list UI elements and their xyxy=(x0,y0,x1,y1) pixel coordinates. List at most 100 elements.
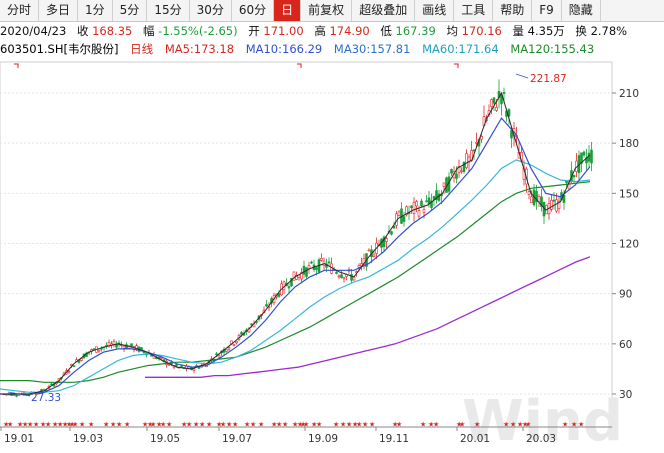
candle-body xyxy=(320,258,323,261)
candle-body xyxy=(475,142,478,144)
signal-star: ★ xyxy=(160,421,166,429)
min-price-label: 27.33 xyxy=(31,392,61,404)
candle-body xyxy=(535,190,538,203)
candle-body xyxy=(422,209,426,213)
signal-star: ★ xyxy=(333,421,339,429)
toolbar-button-1[interactable]: 多日 xyxy=(39,0,79,21)
toolbar-button-10[interactable]: 画线 xyxy=(415,0,455,21)
candle-body xyxy=(140,347,143,350)
ma60-line xyxy=(0,181,591,383)
ma60-label: MA60:171.64 xyxy=(422,42,499,56)
candle-body xyxy=(352,276,356,281)
x-tick-label: 19.09 xyxy=(308,433,338,445)
quote-date: 2020/04/23 xyxy=(0,24,67,38)
candle-body xyxy=(367,249,371,252)
x-tick-label: 19.01 xyxy=(4,433,34,445)
candle-body xyxy=(15,394,18,397)
turnover: 换 2.78% xyxy=(575,24,628,38)
signal-star: ★ xyxy=(392,421,398,429)
y-tick-label: 60 xyxy=(619,339,632,351)
candle-body xyxy=(552,199,556,202)
signal-star: ★ xyxy=(276,421,282,429)
signal-star: ★ xyxy=(316,421,322,429)
signal-star: ★ xyxy=(362,421,368,429)
candle-body xyxy=(382,236,386,248)
signal-star: ★ xyxy=(156,421,162,429)
signal-star: ★ xyxy=(186,421,192,429)
top-marker xyxy=(297,63,302,68)
toolbar-button-13[interactable]: F9 xyxy=(532,0,562,21)
top-marker xyxy=(454,63,459,68)
toolbar-button-11[interactable]: 工具 xyxy=(454,0,494,21)
candle-body xyxy=(287,286,291,289)
chart-grid xyxy=(0,61,613,428)
toolbar-button-0[interactable]: 分时 xyxy=(0,0,40,21)
signal-star: ★ xyxy=(503,421,509,429)
change-range: 幅 -1.55%(-2.65) xyxy=(143,24,238,38)
y-tick-label: 150 xyxy=(619,188,639,200)
toolbar-button-4[interactable]: 15分 xyxy=(147,0,190,21)
y-tick-label: 180 xyxy=(619,138,639,150)
signal-star: ★ xyxy=(7,421,13,429)
signal-star: ★ xyxy=(62,421,68,429)
y-tick-label: 90 xyxy=(619,289,632,301)
candle-body xyxy=(72,365,76,367)
candle-body xyxy=(112,340,116,345)
signal-star: ★ xyxy=(456,421,462,429)
toolbar-button-6[interactable]: 60分 xyxy=(232,0,275,21)
candle-body xyxy=(167,364,171,366)
x-axis: 19.01 19.03 19.05 19.07 19.09 19.11 20.01 20.03 xyxy=(0,426,612,445)
y-tick-label: 120 xyxy=(619,239,639,251)
candle-body xyxy=(457,166,461,173)
candle-body xyxy=(557,200,561,209)
candle-body xyxy=(442,182,446,187)
toolbar-button-9[interactable]: 超级叠加 xyxy=(352,0,416,21)
open-price: 开 171.00 xyxy=(248,24,304,38)
candle-body xyxy=(580,152,583,164)
avg-price: 均 170.16 xyxy=(446,24,502,38)
toolbar-button-2[interactable]: 1分 xyxy=(78,0,113,21)
candle-body xyxy=(235,341,238,344)
toolbar-button-8[interactable]: 前复权 xyxy=(301,0,353,21)
candle-body xyxy=(310,261,313,264)
toolbar-button-12[interactable]: 帮助 xyxy=(493,0,533,21)
toolbar-button-3[interactable]: 5分 xyxy=(113,0,148,21)
signal-star: ★ xyxy=(69,421,75,429)
signal-star: ★ xyxy=(216,421,222,429)
candle-body xyxy=(582,151,586,156)
candle-body xyxy=(397,211,401,216)
candle-body xyxy=(385,238,388,242)
signal-star: ★ xyxy=(66,421,72,429)
candles-layer xyxy=(2,79,593,398)
candle-body xyxy=(572,174,576,178)
toolbar-button-14[interactable]: 隐藏 xyxy=(562,0,601,21)
candle-body xyxy=(450,169,453,174)
toolbar-button-7[interactable]: 日 xyxy=(274,0,302,21)
candle-body xyxy=(402,216,406,222)
ma5-line xyxy=(0,91,591,395)
candle-body xyxy=(510,130,513,139)
signal-star: ★ xyxy=(220,421,226,429)
candle-body xyxy=(372,254,376,257)
signal-star: ★ xyxy=(124,421,130,429)
signal-star: ★ xyxy=(346,421,352,429)
candle-body xyxy=(562,194,566,203)
candle-body xyxy=(265,304,268,307)
signal-star: ★ xyxy=(244,421,250,429)
candle-body xyxy=(405,206,408,216)
candle-body xyxy=(527,191,531,195)
signal-star: ★ xyxy=(369,421,375,429)
candle-body xyxy=(67,370,71,373)
candle-body xyxy=(492,97,496,104)
top-marker xyxy=(14,63,19,68)
plot-frame xyxy=(0,61,613,428)
signal-star: ★ xyxy=(232,421,238,429)
stock-name: [韦尔股份] xyxy=(63,42,119,56)
signal-star: ★ xyxy=(311,421,317,429)
candle-body xyxy=(417,210,421,217)
signal-star: ★ xyxy=(147,421,153,429)
toolbar-button-5[interactable]: 30分 xyxy=(190,0,232,21)
candle-body xyxy=(232,344,236,346)
signal-star: ★ xyxy=(525,421,531,429)
